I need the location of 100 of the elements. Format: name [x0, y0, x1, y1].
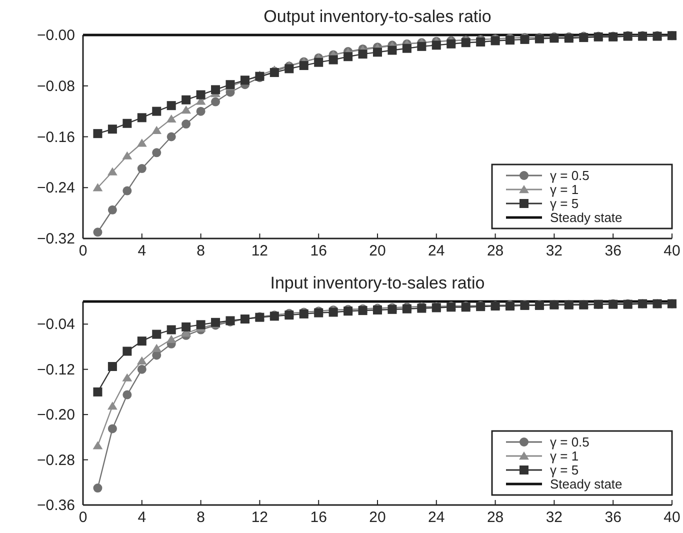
point	[182, 322, 191, 332]
point	[166, 101, 176, 110]
point	[122, 390, 132, 400]
point	[152, 330, 162, 339]
point	[93, 129, 102, 138]
point	[402, 44, 412, 53]
point	[166, 325, 176, 334]
point	[122, 346, 132, 356]
point	[108, 402, 118, 410]
chart-title: Output inventory-to-sales ratio	[264, 7, 492, 26]
x-tick-label: 4	[138, 509, 146, 526]
point	[122, 118, 132, 128]
point	[461, 38, 470, 48]
x-tick-label: 32	[546, 242, 563, 260]
legend-label: γ = 5	[550, 462, 579, 478]
point	[137, 113, 146, 122]
x-tick-label: 4	[138, 242, 146, 260]
point	[92, 441, 103, 450]
point	[344, 52, 353, 62]
x-tick-label: 36	[604, 242, 622, 260]
point	[358, 50, 368, 59]
point	[152, 148, 162, 158]
point	[166, 114, 176, 123]
x-tick-label: 16	[310, 509, 327, 526]
point	[152, 106, 162, 116]
x-tick-label: 28	[486, 242, 504, 260]
y-tick-label: −0.20	[37, 406, 75, 424]
point	[108, 424, 117, 434]
point	[108, 362, 117, 372]
point	[284, 64, 294, 74]
y-tick-label: −0.00	[37, 27, 75, 44]
point	[136, 138, 147, 147]
y-tick-label: −0.12	[37, 361, 75, 378]
x-tick-label: 8	[196, 242, 205, 260]
chart-title: Input inventory-to-sales ratio	[270, 274, 485, 292]
x-tick-label: 0	[78, 509, 88, 526]
x-tick-label: 24	[428, 242, 445, 260]
y-tick-label: −0.08	[37, 78, 75, 95]
x-tick-label: 32	[546, 509, 563, 526]
point	[108, 124, 117, 134]
legend-label: γ = 1	[550, 448, 579, 464]
y-tick-label: −0.28	[37, 452, 75, 469]
y-tick-label: −0.04	[37, 316, 75, 334]
y-tick-label: −0.16	[37, 128, 75, 146]
point	[93, 228, 102, 237]
point	[152, 126, 162, 134]
point	[122, 151, 132, 160]
point	[182, 120, 191, 129]
y-tick-label: −0.32	[37, 230, 75, 248]
point	[373, 48, 382, 57]
point	[211, 97, 220, 106]
legend-label: γ = 1	[550, 182, 579, 197]
x-tick-label: 28	[486, 509, 504, 526]
point	[108, 167, 118, 176]
point	[137, 164, 146, 174]
point	[166, 132, 176, 142]
legend-label: γ = 0.5	[550, 168, 590, 183]
point	[137, 336, 146, 346]
point	[152, 344, 162, 352]
point	[182, 95, 191, 104]
legend-label: Steady state	[550, 210, 622, 225]
legend-label: γ = 0.5	[550, 434, 590, 450]
point	[417, 42, 426, 51]
point	[93, 484, 102, 493]
point	[137, 364, 146, 374]
point	[136, 356, 147, 364]
x-tick-label: 36	[604, 509, 622, 526]
x-tick-label: 12	[251, 509, 268, 526]
point	[196, 106, 206, 116]
point	[476, 37, 486, 46]
point	[314, 58, 324, 67]
y-tick-label: −0.36	[37, 497, 75, 514]
point	[196, 90, 206, 100]
point	[122, 373, 132, 382]
x-tick-label: 40	[664, 242, 680, 260]
legend-label: Steady state	[550, 476, 622, 492]
x-tick-label: 40	[664, 509, 680, 526]
point	[196, 320, 206, 330]
point	[166, 334, 176, 343]
x-tick-label: 20	[369, 509, 386, 526]
point	[328, 55, 338, 64]
point	[388, 46, 397, 55]
x-tick-label: 8	[196, 509, 205, 526]
point	[108, 205, 117, 214]
point	[211, 85, 220, 94]
point	[181, 106, 192, 114]
point	[328, 308, 338, 317]
point	[93, 387, 102, 396]
x-tick-label: 20	[369, 242, 386, 260]
x-tick-label: 16	[310, 242, 327, 260]
point	[92, 183, 103, 192]
legend-label: γ = 5	[550, 196, 579, 211]
point	[432, 40, 441, 50]
point	[446, 39, 456, 48]
x-tick-label: 12	[251, 242, 268, 260]
y-tick-label: −0.24	[37, 180, 75, 197]
point	[122, 186, 132, 196]
x-tick-label: 0	[78, 242, 88, 260]
x-tick-label: 24	[428, 509, 445, 526]
point	[299, 61, 308, 70]
